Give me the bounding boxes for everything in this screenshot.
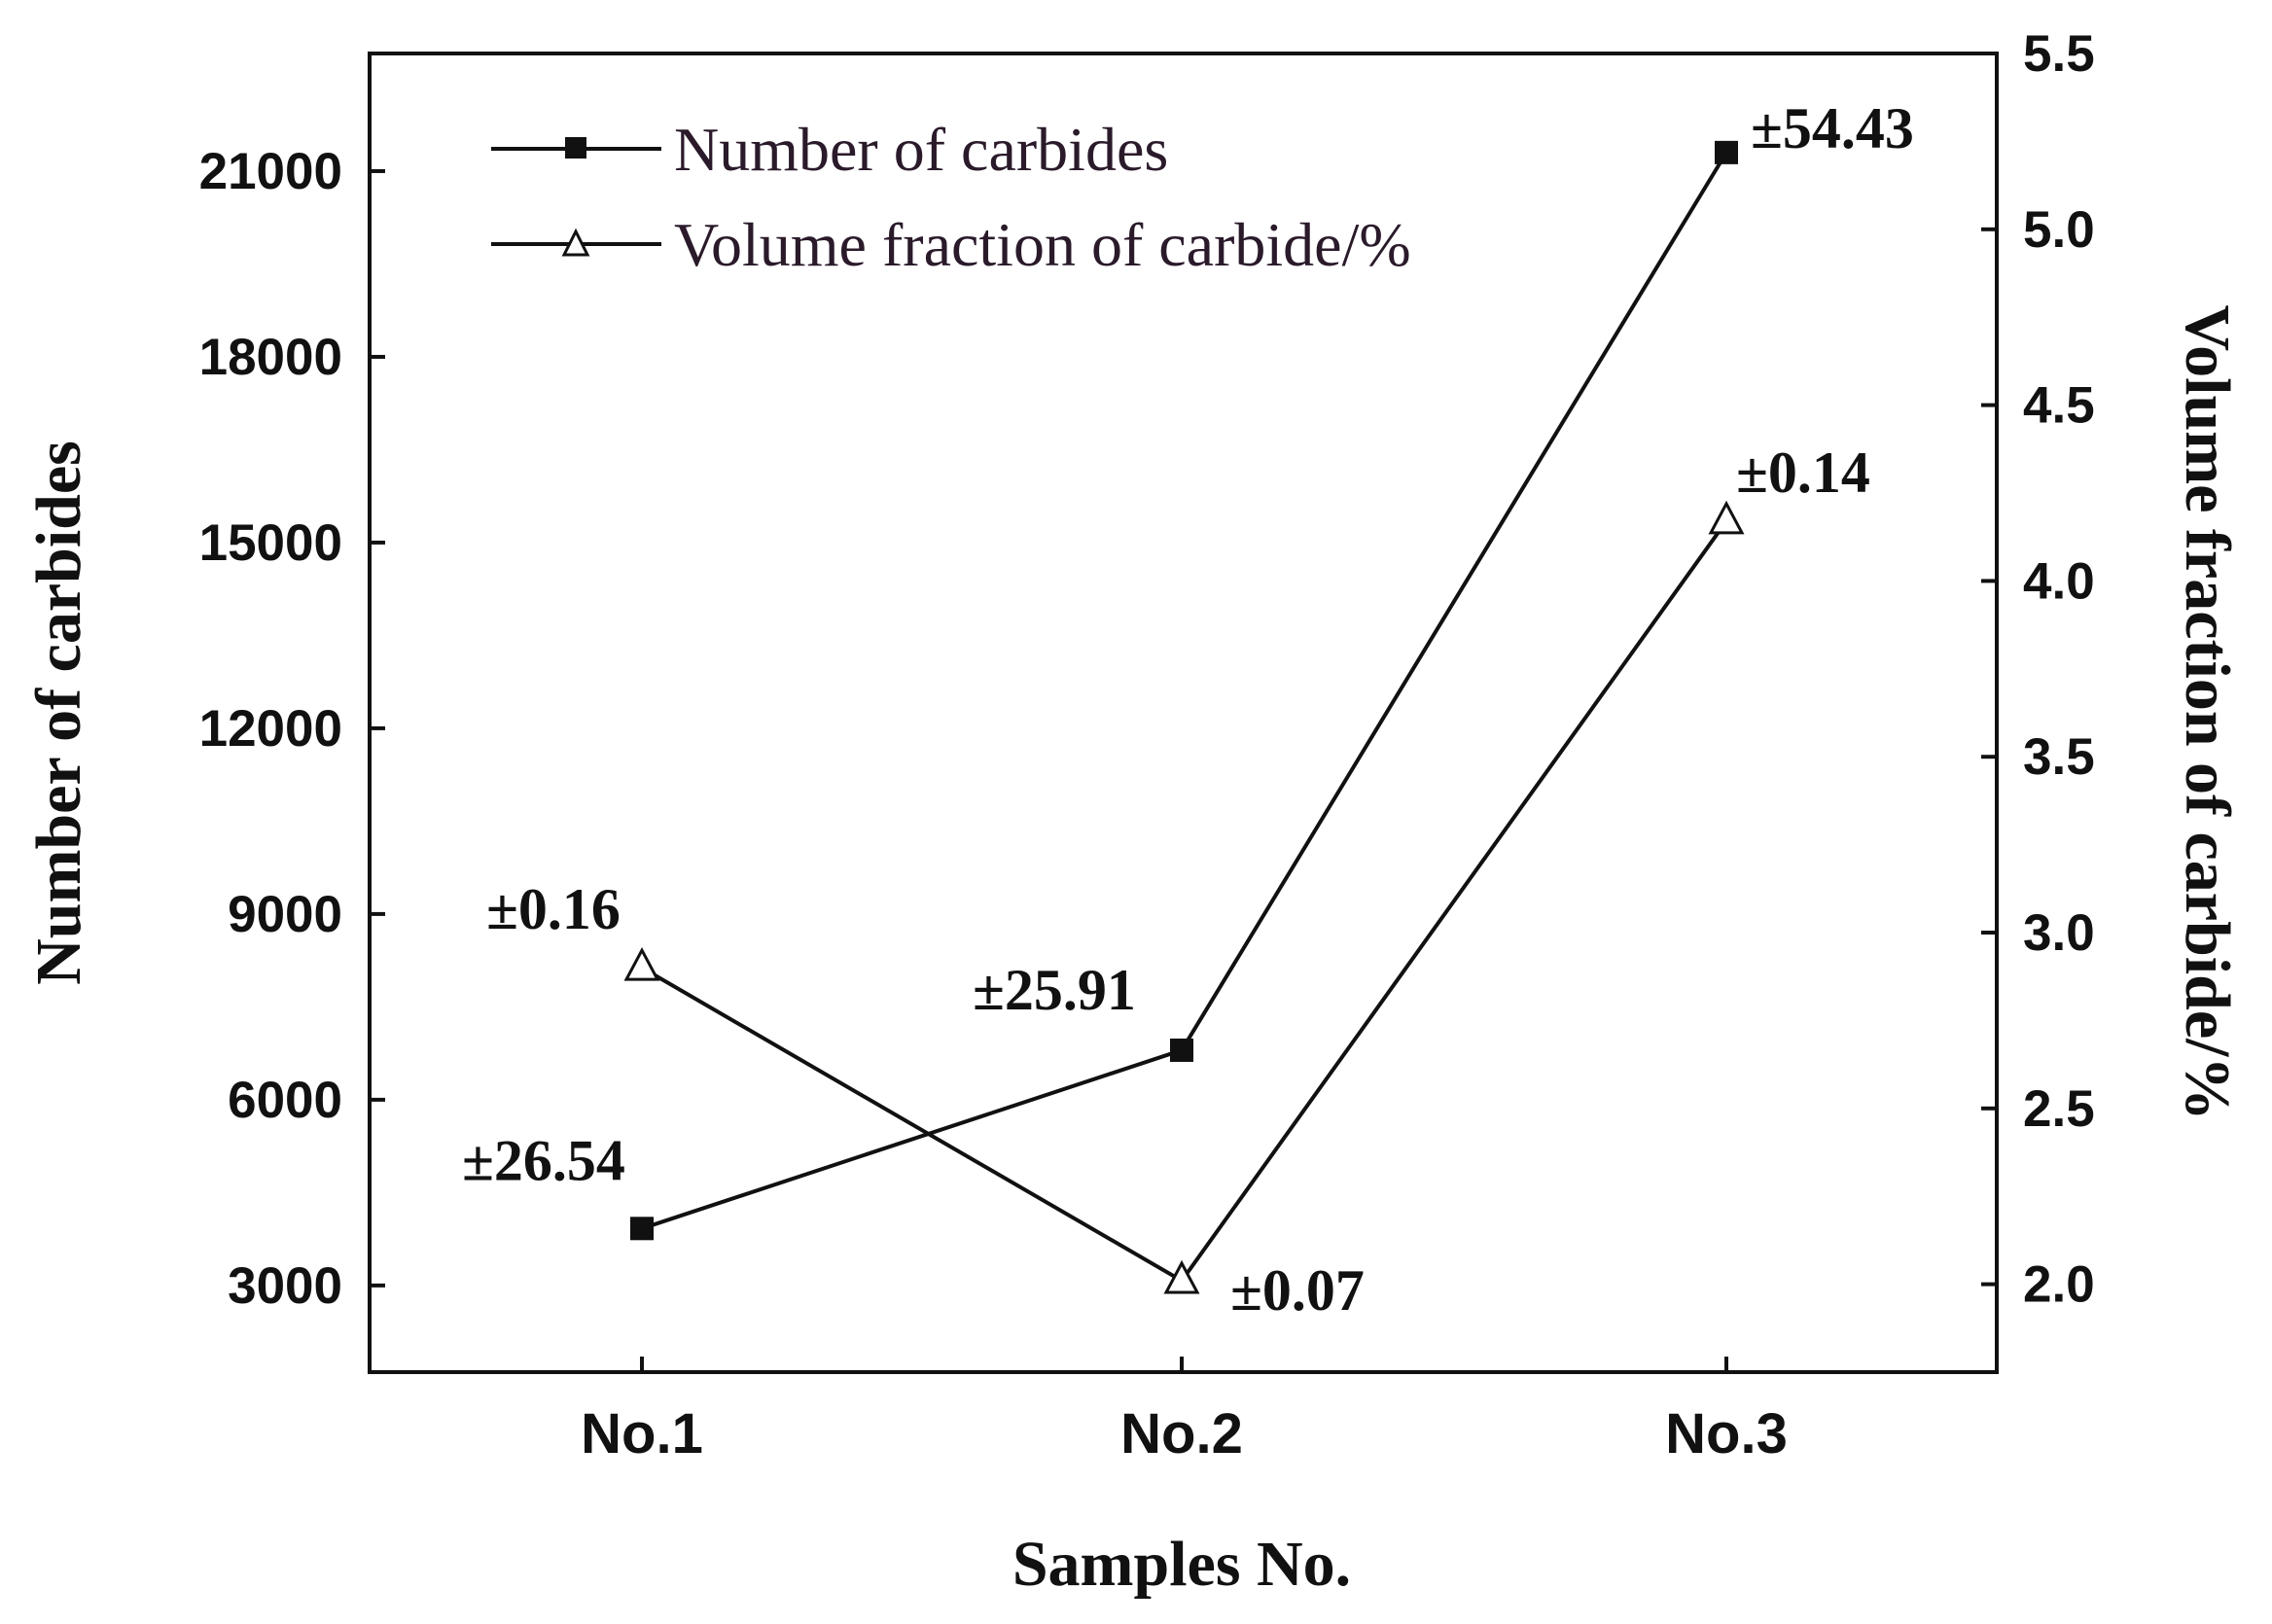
error-label: ±25.91	[973, 958, 1136, 1022]
left-tick-label: 12000	[199, 700, 342, 758]
x-tick-label: No.1	[581, 1402, 703, 1465]
error-label: ±26.54	[462, 1128, 625, 1192]
left-tick-label: 15000	[199, 514, 342, 572]
left-tick-label: 6000	[228, 1072, 342, 1129]
right-axis-ticks: 2.0 2.5 3.0 3.5 4.0 4.5 5.0 5.5	[1981, 25, 2095, 1314]
right-tick-label: 3.0	[2023, 904, 2095, 962]
left-axis-ticks: 3000 6000 9000 12000 15000 18000 21000	[199, 143, 385, 1315]
series-lines	[640, 151, 1728, 1284]
error-label: ±0.16	[486, 877, 621, 941]
left-tick-label: 18000	[199, 329, 342, 386]
data-point-square	[1715, 140, 1738, 164]
x-tick-label: No.2	[1120, 1402, 1243, 1465]
legend-label-volume: Volume fraction of carbide/%	[674, 210, 1411, 279]
left-tick-label: 21000	[199, 143, 342, 200]
data-point-triangle	[1163, 1259, 1200, 1294]
legend-label-number: Number of carbides	[674, 115, 1168, 184]
error-labels: ±26.54 ±25.91 ±54.43 ±0.16 ±0.07 ±0.14	[462, 96, 1914, 1323]
right-tick-label: 5.5	[2023, 25, 2095, 83]
error-label: ±54.43	[1751, 96, 1914, 160]
left-tick-label: 9000	[228, 886, 342, 943]
data-point-square	[630, 1217, 654, 1241]
right-tick-label: 4.0	[2023, 552, 2095, 610]
series-markers	[623, 140, 1745, 1294]
series-line-volume	[640, 519, 1728, 1284]
data-point-triangle	[623, 946, 660, 981]
x-axis-title: Samples No.	[1012, 1529, 1351, 1600]
legend-square-marker	[565, 137, 586, 159]
right-tick-label: 2.0	[2023, 1256, 2095, 1314]
legend-triangle-marker	[561, 228, 590, 257]
right-tick-label: 2.5	[2023, 1080, 2095, 1138]
x-axis-ticks: No.1 No.2 No.3	[581, 1357, 1788, 1465]
left-tick-label: 3000	[228, 1257, 342, 1315]
error-label: ±0.07	[1230, 1258, 1365, 1323]
legend: Number of carbides Volume fraction of ca…	[491, 115, 1411, 279]
data-point-square	[1170, 1038, 1193, 1062]
series-line-number	[641, 151, 1728, 1231]
right-tick-label: 4.5	[2023, 377, 2095, 435]
y-right-axis-title: Volume fraction of carbide/%	[2172, 305, 2243, 1121]
y-left-axis-title: Number of carbides	[23, 441, 94, 985]
data-point-triangle	[1708, 500, 1745, 535]
x-tick-label: No.3	[1665, 1402, 1788, 1465]
error-label: ±0.14	[1736, 441, 1870, 505]
right-tick-label: 3.5	[2023, 728, 2095, 786]
right-tick-label: 5.0	[2023, 201, 2095, 259]
